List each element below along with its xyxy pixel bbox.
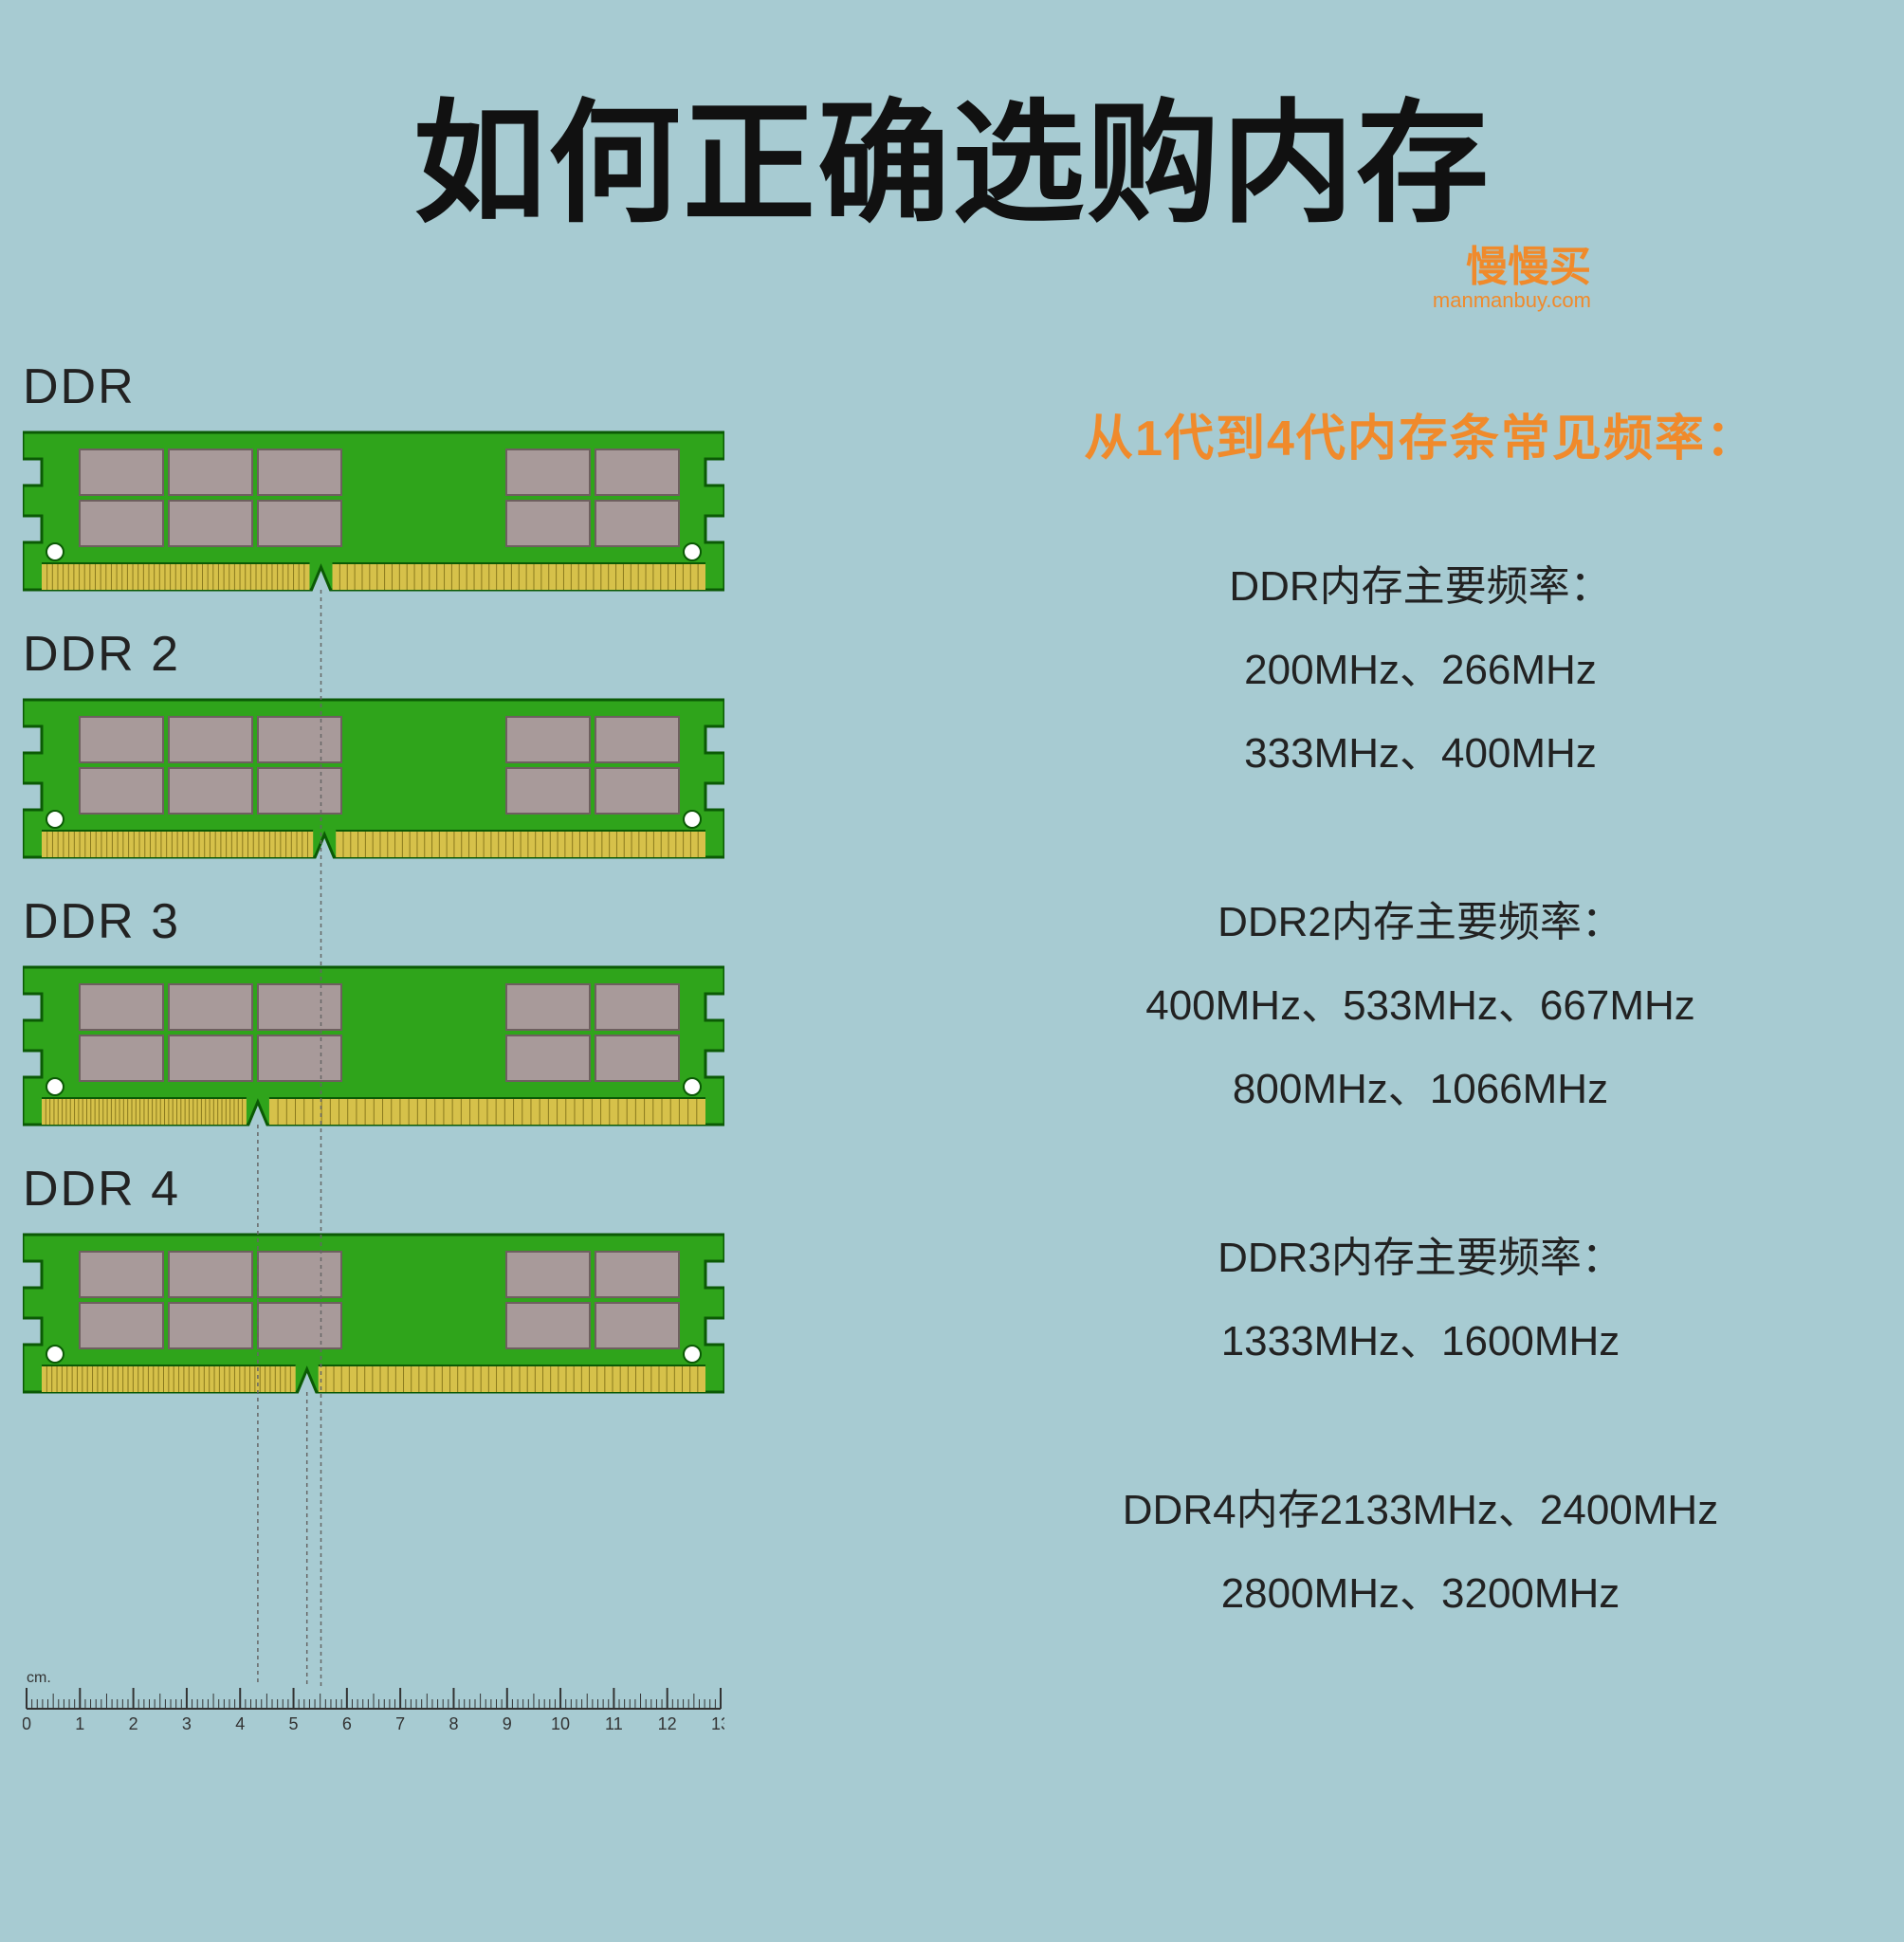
frequency-line: 400MHz、533MHz、667MHz [994,964,1847,1048]
notch-guide-overlay [23,358,743,1711]
frequency-section: DDR2内存主要频率：400MHz、533MHz、667MHz800MHz、10… [994,881,1847,1131]
brand-block: 慢慢买 manmanbuy.com [1433,247,1591,311]
svg-text:6: 6 [342,1714,352,1733]
frequency-line: 200MHz、266MHz [994,629,1847,712]
frequency-line: DDR3内存主要频率： [994,1217,1847,1300]
frequency-column: 从1代到4代内存条常见频率： DDR内存主要频率：200MHz、266MHz33… [994,398,1847,1721]
svg-text:4: 4 [235,1714,245,1733]
svg-text:9: 9 [503,1714,512,1733]
svg-text:0: 0 [23,1714,31,1733]
svg-text:12: 12 [658,1714,677,1733]
frequency-section: DDR4内存2133MHz、2400MHz2800MHz、3200MHz [994,1469,1847,1636]
frequency-title: 从1代到4代内存条常见频率： [994,398,1847,469]
svg-text:5: 5 [289,1714,299,1733]
svg-text:1: 1 [75,1714,84,1733]
frequency-line: DDR4内存2133MHz、2400MHz [994,1469,1847,1552]
frequency-list: DDR内存主要频率：200MHz、266MHz333MHz、400MHz DDR2… [994,545,1847,1636]
title-block: 如何正确选购内存 慢慢买 manmanbuy.com [0,57,1904,248]
svg-text:11: 11 [605,1714,623,1733]
svg-text:8: 8 [449,1714,458,1733]
frequency-line: DDR2内存主要频率： [994,881,1847,964]
svg-text:10: 10 [551,1714,570,1733]
brand-en: manmanbuy.com [1433,290,1591,311]
frequency-line: DDR内存主要频率： [994,545,1847,629]
frequency-section: DDR3内存主要频率：1333MHz、1600MHz [994,1217,1847,1383]
frequency-section: DDR内存主要频率：200MHz、266MHz333MHz、400MHz [994,545,1847,796]
frequency-line: 333MHz、400MHz [994,712,1847,796]
frequency-line: 2800MHz、3200MHz [994,1552,1847,1636]
frequency-line: 1333MHz、1600MHz [994,1300,1847,1383]
page-title: 如何正确选购内存 [0,57,1904,248]
svg-text:7: 7 [395,1714,405,1733]
brand-cn: 慢慢买 [1433,247,1591,288]
svg-text:13: 13 [711,1714,724,1733]
svg-text:2: 2 [129,1714,138,1733]
frequency-line: 800MHz、1066MHz [994,1048,1847,1131]
svg-text:3: 3 [182,1714,192,1733]
